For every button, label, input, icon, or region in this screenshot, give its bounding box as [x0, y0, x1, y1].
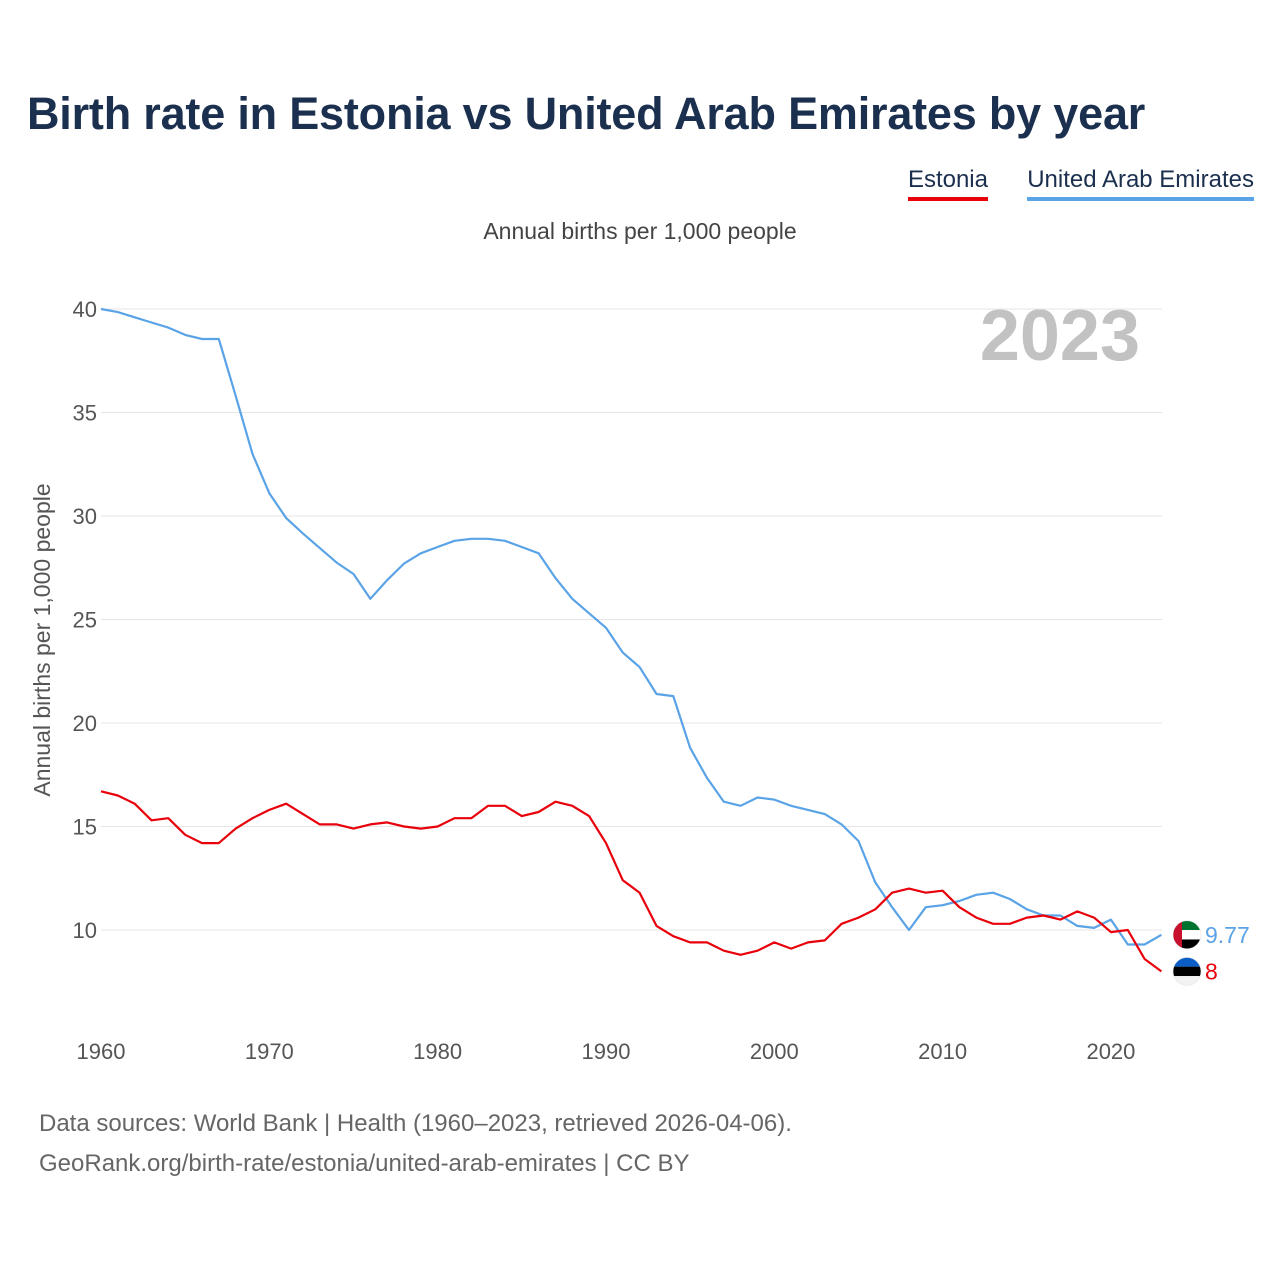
legend-item-united-arab-emirates[interactable]: United Arab Emirates [1027, 166, 1254, 201]
estonia-flag-icon [1172, 957, 1202, 986]
x-tick-label: 1960 [77, 1039, 126, 1064]
footer-attribution[interactable]: GeoRank.org/birth-rate/estonia/united-ar… [39, 1150, 690, 1177]
y-tick-label: 20 [73, 711, 97, 736]
series-line-uae[interactable] [100, 307, 1162, 946]
end-value-label-uae: 9.77 [1205, 922, 1250, 948]
y-tick-label: 40 [73, 297, 97, 322]
y-tick-label: 10 [73, 918, 97, 943]
series-line-estonia[interactable] [100, 790, 1163, 973]
x-tick-label: 2000 [750, 1039, 799, 1064]
year-watermark: 2023 [980, 296, 1140, 376]
end-value-label-estonia: 8 [1205, 958, 1218, 984]
chart-title: Birth rate in Estonia vs United Arab Emi… [27, 88, 1146, 139]
x-tick-label: 2020 [1086, 1039, 1135, 1064]
x-tick-label: 2010 [918, 1039, 967, 1064]
x-tick-label: 1990 [581, 1039, 630, 1064]
axis-ticks: 10 15 20 25 30 35 40 1960 1970 1980 1990 2000 2010 20… [73, 297, 1136, 1064]
series-lines [100, 307, 1163, 973]
series-end-markers: 9.77 8 [1172, 920, 1250, 986]
line-chart: 2023 10 15 20 25 30 35 40 1960 1970 1980 1990 2000 2… [29, 296, 1250, 1064]
y-axis-label: Annual births per 1,000 people [29, 483, 55, 796]
chart-subtitle: Annual births per 1,000 people [483, 218, 797, 244]
uae-flag-icon [1172, 920, 1202, 950]
x-tick-label: 1970 [245, 1039, 294, 1064]
x-tick-label: 1980 [413, 1039, 462, 1064]
y-tick-label: 30 [73, 504, 97, 529]
y-tick-label: 35 [73, 401, 97, 426]
y-tick-label: 15 [73, 815, 97, 840]
y-tick-label: 25 [73, 608, 97, 633]
legend-item-estonia[interactable]: Estonia [907, 166, 988, 201]
gridlines [101, 308, 1162, 931]
footer: Data sources: World Bank | Health (1960–… [39, 1104, 792, 1184]
footer-sources: Data sources: World Bank | Health (1960–… [39, 1110, 792, 1137]
